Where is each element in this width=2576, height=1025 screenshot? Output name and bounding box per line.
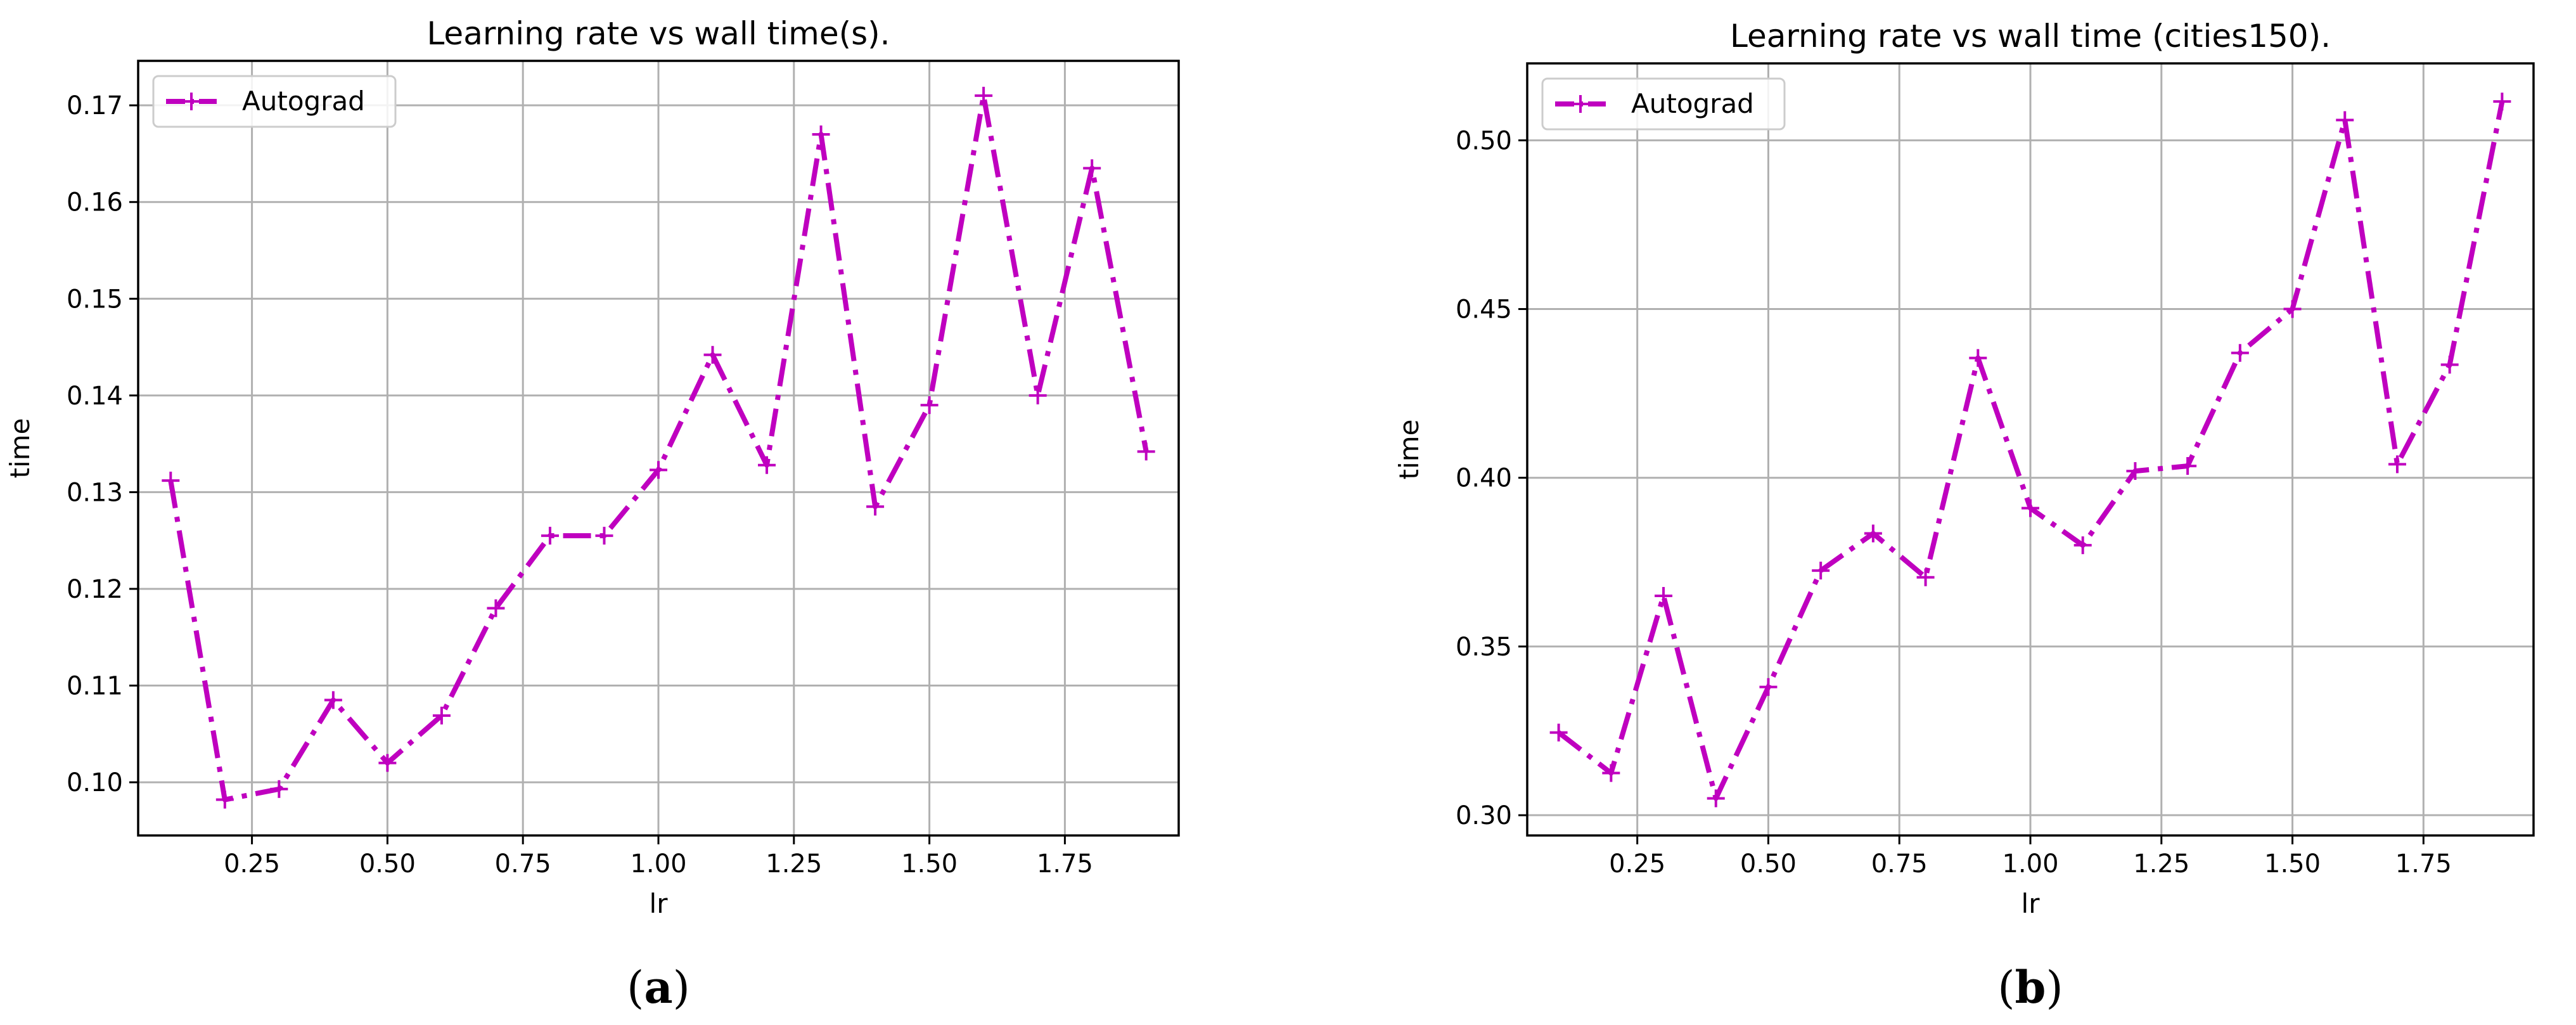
legend-label: Autograd (1631, 88, 1754, 119)
data-point (920, 396, 939, 415)
y-tick-label: 0.12 (67, 575, 123, 604)
x-tick-label: 1.00 (630, 849, 686, 879)
plot-frame (1526, 62, 2535, 837)
x-tick-label: 0.25 (224, 849, 280, 879)
data-point (1655, 587, 1673, 605)
y-axis-label: time (4, 418, 35, 479)
data-point (650, 461, 667, 479)
x-tick-label: 1.00 (2002, 849, 2058, 879)
legend: Autograd (152, 75, 397, 128)
y-tick-label: 0.16 (67, 188, 123, 217)
x-tick-label: 0.50 (359, 849, 416, 879)
data-point (758, 456, 776, 474)
panel-label: (b) (1997, 961, 2063, 1014)
y-tick-label: 0.14 (67, 382, 123, 411)
data-point (1028, 386, 1047, 404)
series-1 (1549, 93, 2511, 808)
x-axis-label: lr (650, 888, 669, 919)
y-tick-label: 0.40 (1456, 464, 1512, 493)
y-tick-label: 0.35 (1456, 633, 1512, 662)
y-tick-label: 0.10 (67, 768, 123, 797)
chart-title: Learning rate vs wall time(s). (426, 15, 890, 52)
legend-box (1541, 77, 1786, 131)
x-tick-label: 1.75 (2395, 849, 2452, 879)
x-tick-label: 0.75 (1871, 849, 1928, 879)
legend-box (152, 75, 397, 128)
x-tick-label: 1.25 (2133, 849, 2189, 879)
data-point (975, 86, 993, 105)
y-axis-label: time (1394, 420, 1425, 480)
data-point (432, 706, 451, 725)
data-point (378, 754, 397, 772)
data-point (2336, 111, 2354, 129)
data-point (1969, 349, 1987, 367)
panel-label: (a) (627, 961, 690, 1014)
data-point (1812, 562, 1830, 580)
data-point (1137, 442, 1155, 461)
data-point (2073, 536, 2092, 555)
data-point (2179, 457, 2197, 475)
panel-letter: b (2015, 961, 2046, 1014)
y-tick-label: 0.50 (1456, 126, 1512, 155)
data-point (2126, 462, 2144, 480)
x-tick-label: 0.75 (495, 849, 551, 879)
y-tick-label: 0.15 (67, 285, 123, 314)
data-point (812, 125, 830, 143)
data-point (2022, 499, 2039, 517)
x-tick-label: 1.75 (1037, 849, 1093, 879)
y-tick-label: 0.11 (67, 672, 123, 701)
x-tick-label: 1.50 (2264, 849, 2321, 879)
data-point (162, 472, 180, 490)
y-tick-label: 0.17 (67, 91, 123, 120)
y-tick-label: 0.45 (1456, 295, 1512, 325)
data-point (2283, 300, 2302, 318)
data-point (595, 527, 613, 545)
panel-letter: a (644, 961, 672, 1014)
legend: Autograd (1541, 77, 1786, 131)
data-point (1549, 723, 1568, 742)
data-point (1083, 159, 1101, 177)
data-point (2231, 344, 2249, 362)
data-point (487, 599, 505, 617)
legend-label: Autograd (242, 86, 365, 117)
y-tick-label: 0.30 (1456, 801, 1512, 830)
data-point (270, 780, 288, 798)
chart-panel-2: 0.25 0.50 0.75 1.00 1.25 1.50 1.75 0.30 0.35 0.40… (1394, 18, 2535, 1014)
chart-panel-1: 0.25 0.50 0.75 1.00 1.25 1.50 1.75 0.10 0.11 0.12… (4, 15, 1180, 1014)
data-point (215, 790, 234, 809)
x-tick-label: 1.25 (766, 849, 822, 879)
x-tick-label: 1.50 (901, 849, 958, 879)
data-point (2493, 93, 2511, 111)
x-tick-label: 0.25 (1609, 849, 1665, 879)
x-tick-label: 0.50 (1740, 849, 1797, 879)
data-point (1864, 524, 1882, 543)
data-point (324, 691, 342, 709)
data-point (2388, 455, 2406, 474)
data-point (2440, 356, 2459, 374)
chart-title: Learning rate vs wall time (cities150). (1730, 18, 2331, 55)
data-point (1602, 764, 1620, 782)
y-tick-label: 0.13 (67, 478, 123, 507)
data-point (1759, 678, 1778, 696)
plot-frame (137, 60, 1180, 837)
data-point (1916, 568, 1935, 586)
x-axis-label: lr (2022, 888, 2041, 919)
data-point (541, 527, 559, 545)
data-point (703, 345, 722, 364)
data-point (866, 498, 885, 516)
series-1 (162, 86, 1155, 809)
data-point (1707, 789, 1725, 808)
